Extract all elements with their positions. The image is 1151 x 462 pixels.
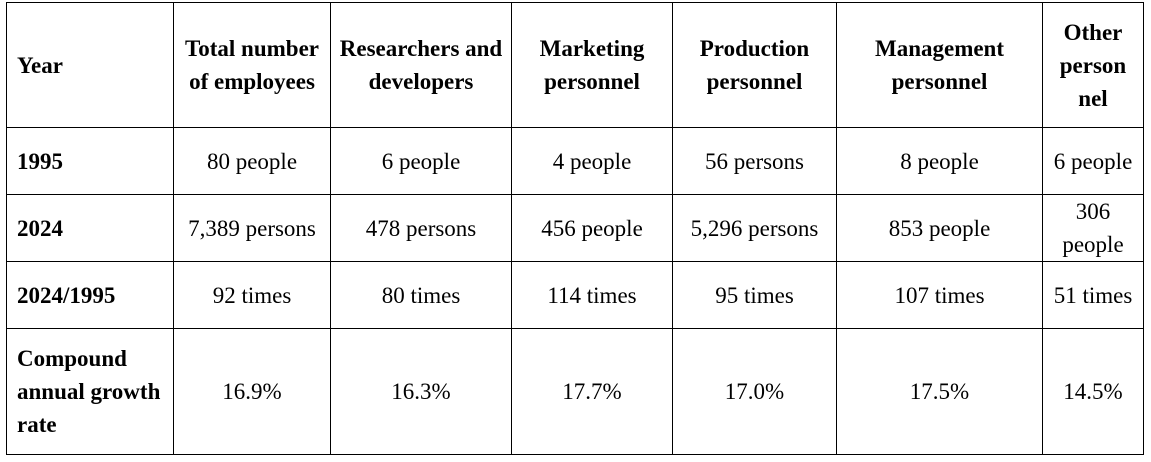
table-cell: 5,296 persons <box>672 194 837 262</box>
row-label: Compound annual growth rate <box>6 328 174 455</box>
table-cell: 56 persons <box>672 127 837 195</box>
table-cell: 306 people <box>1042 194 1144 262</box>
header-management: Management personnel <box>836 2 1043 128</box>
table-cell: 17.7% <box>511 328 673 455</box>
header-row: Year Total number of employees Researche… <box>6 2 1144 128</box>
table-cell: 14.5% <box>1042 328 1144 455</box>
row-label: 2024/1995 <box>6 261 174 329</box>
table-cell: 16.3% <box>330 328 512 455</box>
table-cell: 80 people <box>173 127 331 195</box>
employee-growth-table: Year Total number of employees Researche… <box>6 2 1144 455</box>
table-cell: 6 people <box>1042 127 1144 195</box>
table-cell: 478 persons <box>330 194 512 262</box>
table-cell: 107 times <box>836 261 1043 329</box>
table-cell: 17.0% <box>672 328 837 455</box>
table-row: Compound annual growth rate 16.9% 16.3% … <box>6 328 1144 455</box>
header-production: Production personnel <box>672 2 837 128</box>
table-cell: 51 times <box>1042 261 1144 329</box>
table-cell: 95 times <box>672 261 837 329</box>
row-label: 1995 <box>6 127 174 195</box>
table-cell: 853 people <box>836 194 1043 262</box>
table-cell: 16.9% <box>173 328 331 455</box>
table-cell: 456 people <box>511 194 673 262</box>
table-cell: 114 times <box>511 261 673 329</box>
table-cell: 6 people <box>330 127 512 195</box>
table-cell: 7,389 persons <box>173 194 331 262</box>
header-marketing: Marketing personnel <box>511 2 673 128</box>
table-cell: 4 people <box>511 127 673 195</box>
header-other: Other person nel <box>1042 2 1144 128</box>
table-cell: 17.5% <box>836 328 1043 455</box>
table-cell: 80 times <box>330 261 512 329</box>
table-row: 2024/1995 92 times 80 times 114 times 95… <box>6 261 1144 329</box>
table-row: 1995 80 people 6 people 4 people 56 pers… <box>6 127 1144 195</box>
table-cell: 92 times <box>173 261 331 329</box>
table-row: 2024 7,389 persons 478 persons 456 peopl… <box>6 194 1144 262</box>
header-researchers: Researchers and developers <box>330 2 512 128</box>
row-label: 2024 <box>6 194 174 262</box>
header-year: Year <box>6 2 174 128</box>
header-total-employees: Total number of employees <box>173 2 331 128</box>
table-cell: 8 people <box>836 127 1043 195</box>
